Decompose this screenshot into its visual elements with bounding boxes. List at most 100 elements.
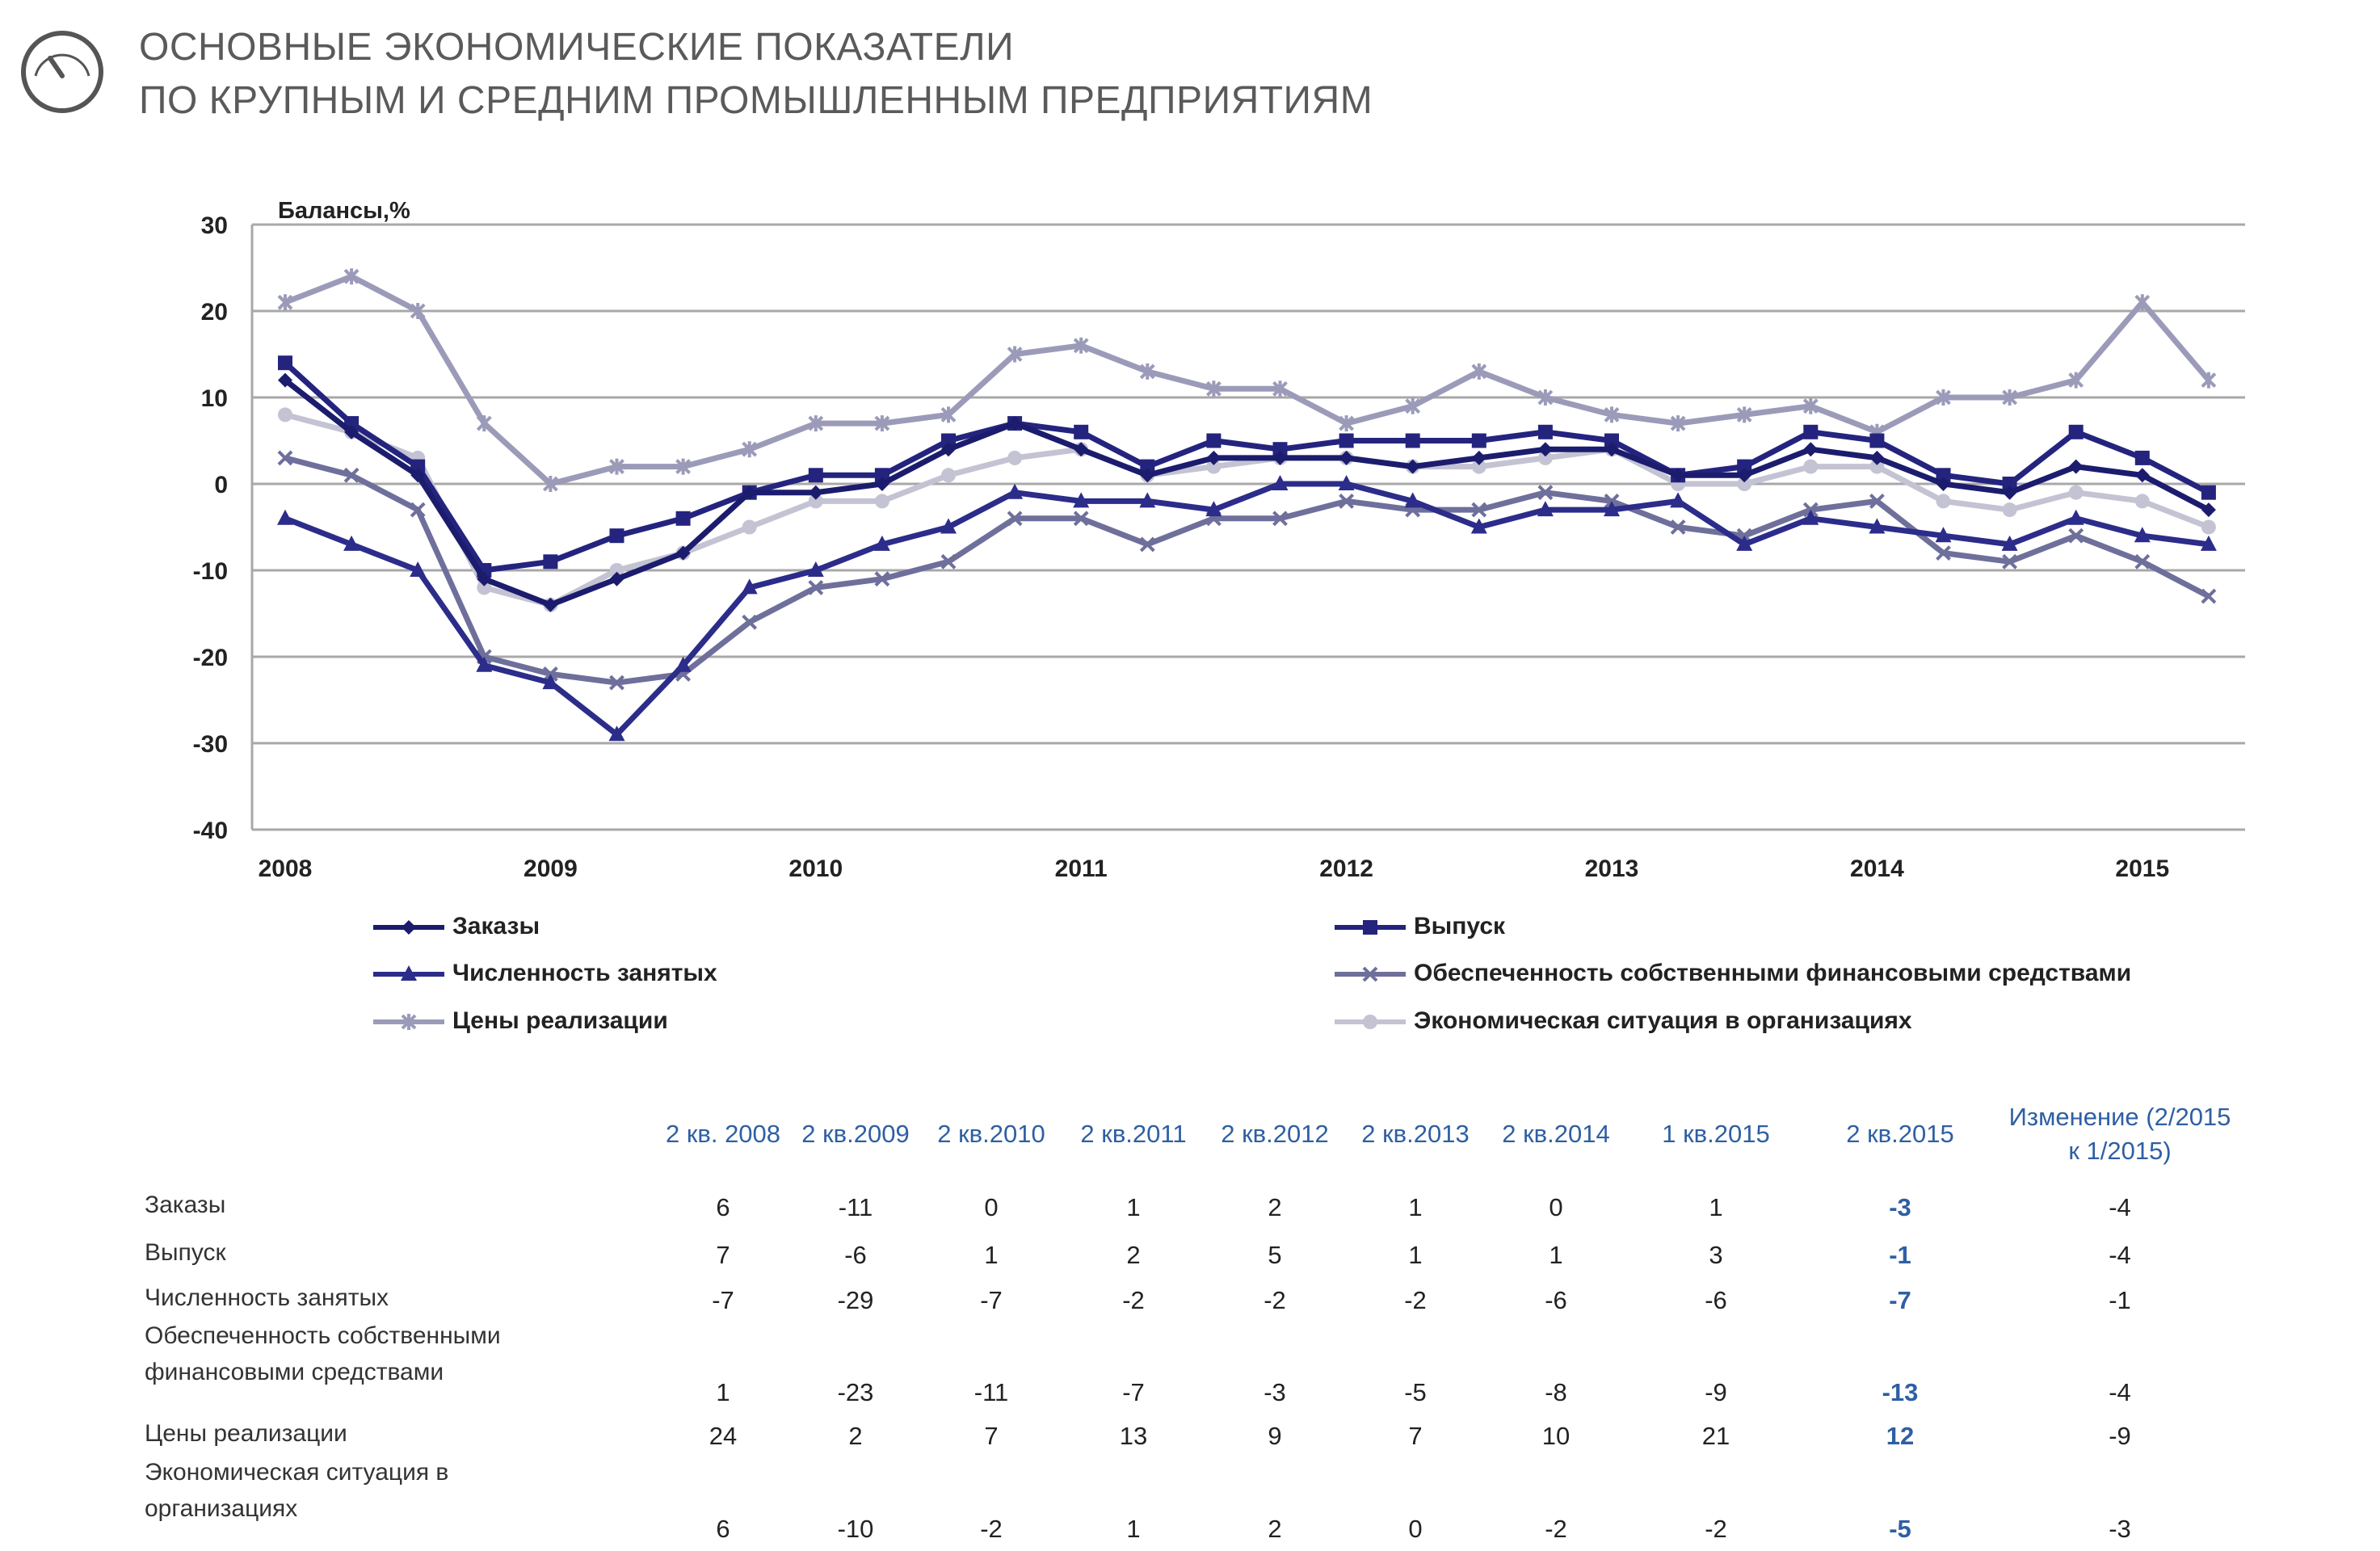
data-point <box>1007 511 1023 527</box>
column-header: 2 кв.2013 <box>1361 1120 1470 1148</box>
table-cell: 7 <box>1408 1422 1423 1450</box>
title-line-1: ОСНОВНЫЕ ЭКОНОМИЧЕСКИЕ ПОКАЗАТЕЛИ <box>139 26 1015 69</box>
legend-label: Цены реализации <box>452 1007 668 1034</box>
column-header: 2 кв.2015 <box>1846 1120 1954 1148</box>
row-label: Цены реализации <box>145 1420 347 1447</box>
table-cell: 7 <box>984 1422 999 1450</box>
table-cell: -3 <box>1889 1193 1911 1221</box>
data-point <box>609 563 624 578</box>
data-point <box>1736 535 1753 551</box>
legend-label: Заказы <box>452 913 540 939</box>
change-header-line: к 1/2015) <box>2068 1137 2172 1165</box>
table-cell: 13 <box>1119 1422 1148 1450</box>
data-point <box>874 494 889 509</box>
series-0 <box>278 372 2216 612</box>
x-tick-label: 2008 <box>259 855 313 882</box>
data-point <box>1537 450 1553 465</box>
table-cell: 21 <box>1701 1422 1730 1450</box>
row-label: Численность занятых <box>145 1284 389 1311</box>
table-cell: -5 <box>1889 1515 1911 1543</box>
row-label: Экономическая ситуация в <box>145 1459 449 1486</box>
legend-swatch <box>1335 966 1406 982</box>
data-point <box>808 494 823 509</box>
column-header: 2 кв.2010 <box>937 1120 1045 1148</box>
table-cell: 6 <box>716 1193 730 1221</box>
data-point <box>2067 509 2084 525</box>
data-point <box>543 597 558 612</box>
data-point <box>477 580 492 595</box>
data-point <box>277 450 293 466</box>
data-point <box>742 614 758 630</box>
x-tick-label: 2011 <box>1055 855 1108 882</box>
data-point <box>808 485 823 500</box>
data-point <box>742 519 757 535</box>
data-point <box>874 477 889 491</box>
data-point <box>2201 372 2217 389</box>
legend-marker <box>401 1014 417 1030</box>
data-point <box>808 468 823 483</box>
data-point <box>2068 459 2084 474</box>
data-point <box>1936 545 1951 561</box>
data-point <box>2201 502 2216 518</box>
data-point <box>2134 527 2151 543</box>
legend-swatch <box>373 965 444 981</box>
data-point <box>277 294 293 311</box>
data-point <box>675 656 692 672</box>
x-tick-label: 2014 <box>1850 855 1904 882</box>
table-cell: -7 <box>980 1286 1003 1314</box>
data-point <box>278 372 292 388</box>
data-point <box>1936 494 1951 509</box>
table-cell: 2 <box>1126 1241 1141 1269</box>
title-line-2: ПО КРУПНЫМ И СРЕДНИМ ПРОМЫШЛЕННЫМ ПРЕДПР… <box>139 79 1373 122</box>
data-point <box>1936 389 1951 406</box>
table-cell: -11 <box>973 1378 1009 1406</box>
series-line <box>284 273 2211 487</box>
data-point <box>1339 450 1354 465</box>
series-5 <box>278 407 2216 612</box>
data-point <box>1338 475 1355 490</box>
data-point <box>675 545 691 561</box>
legend-swatch <box>1335 1015 1406 1029</box>
table-cell: 24 <box>709 1422 738 1450</box>
data-point <box>1935 527 1952 543</box>
data-point <box>2001 535 2018 551</box>
data-point <box>2068 424 2084 439</box>
table-cell: -3 <box>1264 1378 1286 1406</box>
y-tick-label: 0 <box>214 472 228 498</box>
table-cell: 1 <box>1126 1515 1141 1543</box>
table-cell: 1 <box>1709 1193 1723 1221</box>
data-point <box>941 442 956 457</box>
data-point <box>344 424 360 439</box>
table-cell: 7 <box>716 1241 730 1269</box>
data-point <box>2201 588 2217 604</box>
y-tick-label: -40 <box>193 818 228 844</box>
table-cell: 2 <box>1268 1193 1282 1221</box>
data-point <box>1869 493 1885 509</box>
data-point <box>1869 459 1885 474</box>
y-axis-label: Балансы,% <box>278 198 410 224</box>
data-point <box>1339 493 1355 509</box>
y-tick-label: 30 <box>201 212 228 239</box>
legend-marker <box>1362 966 1378 982</box>
series-line <box>283 360 2210 574</box>
legend-swatch <box>1335 920 1406 935</box>
row-label: Обеспеченность собственными <box>145 1322 501 1349</box>
table-cell: 1 <box>984 1241 999 1269</box>
data-point <box>1736 406 1752 423</box>
data-point <box>1339 433 1354 448</box>
data-point <box>1073 492 1090 508</box>
data-point <box>2002 389 2018 406</box>
table-cell: -3 <box>2109 1515 2131 1543</box>
data-point <box>873 535 890 551</box>
data-point <box>1936 477 1951 491</box>
row-label: финансовыми средствами <box>145 1359 444 1385</box>
data-point <box>1869 433 1885 448</box>
data-point <box>477 571 492 586</box>
data-point <box>1802 397 1819 414</box>
data-point <box>343 268 360 285</box>
column-header: 2 кв. 2008 <box>665 1120 781 1148</box>
data-point <box>1737 468 1752 483</box>
data-point <box>940 518 957 534</box>
x-tick-label: 2013 <box>1585 855 1639 882</box>
table-cell: 6 <box>716 1515 730 1543</box>
